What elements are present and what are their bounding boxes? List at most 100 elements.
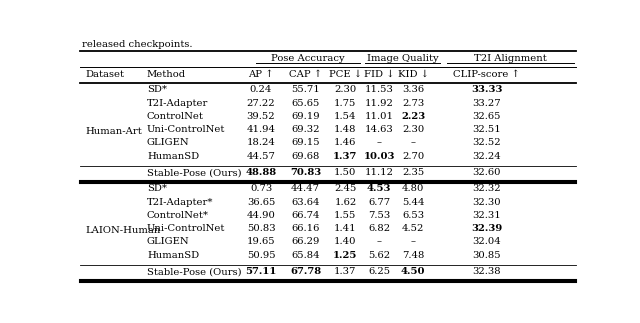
Text: 41.94: 41.94	[246, 125, 276, 134]
Text: Stable-Pose (Ours): Stable-Pose (Ours)	[147, 168, 241, 177]
Text: Human-Art: Human-Art	[85, 127, 141, 136]
Text: 3.36: 3.36	[403, 85, 424, 94]
Text: ControlNet: ControlNet	[147, 112, 204, 121]
Text: 4.53: 4.53	[367, 184, 391, 193]
Text: –: –	[376, 237, 381, 246]
Text: Stable-Pose (Ours): Stable-Pose (Ours)	[147, 267, 241, 276]
Text: 33.27: 33.27	[472, 99, 501, 108]
Text: CAP ↑: CAP ↑	[289, 70, 323, 79]
Text: FID ↓: FID ↓	[364, 70, 394, 79]
Text: 2.30: 2.30	[334, 85, 356, 94]
Text: KID ↓: KID ↓	[398, 70, 429, 79]
Text: 32.39: 32.39	[471, 224, 502, 233]
Text: Method: Method	[147, 70, 186, 79]
Text: 55.71: 55.71	[291, 85, 320, 94]
Text: 1.40: 1.40	[334, 237, 356, 246]
Text: 4.50: 4.50	[401, 267, 426, 276]
Text: 18.24: 18.24	[246, 139, 275, 148]
Text: 1.62: 1.62	[334, 198, 356, 206]
Text: 32.52: 32.52	[472, 139, 501, 148]
Text: 1.75: 1.75	[334, 99, 356, 108]
Text: HumanSD: HumanSD	[147, 152, 199, 161]
Text: 7.48: 7.48	[402, 251, 424, 260]
Text: 11.12: 11.12	[365, 168, 394, 177]
Text: 6.53: 6.53	[403, 211, 424, 220]
Text: Dataset: Dataset	[85, 70, 124, 79]
Text: 36.65: 36.65	[247, 198, 275, 206]
Text: 5.62: 5.62	[368, 251, 390, 260]
Text: –: –	[411, 139, 416, 148]
Text: 67.78: 67.78	[290, 267, 321, 276]
Text: 69.19: 69.19	[291, 112, 320, 121]
Text: 32.24: 32.24	[472, 152, 501, 161]
Text: T2I-Adapter*: T2I-Adapter*	[147, 198, 214, 206]
Text: SD*: SD*	[147, 184, 167, 193]
Text: 19.65: 19.65	[247, 237, 275, 246]
Text: 32.51: 32.51	[472, 125, 501, 134]
Text: 27.22: 27.22	[247, 99, 275, 108]
Text: 11.53: 11.53	[365, 85, 394, 94]
Text: T2I Alignment: T2I Alignment	[474, 54, 547, 63]
Text: PCE ↓: PCE ↓	[329, 70, 362, 79]
Text: 1.55: 1.55	[334, 211, 356, 220]
Text: 66.29: 66.29	[291, 237, 320, 246]
Text: 44.90: 44.90	[246, 211, 275, 220]
Text: 2.45: 2.45	[334, 184, 356, 193]
Text: 1.50: 1.50	[334, 168, 356, 177]
Text: 5.44: 5.44	[402, 198, 424, 206]
Text: 32.38: 32.38	[472, 267, 501, 276]
Text: HumanSD: HumanSD	[147, 251, 199, 260]
Text: 32.60: 32.60	[472, 168, 501, 177]
Text: 32.30: 32.30	[472, 198, 501, 206]
Text: 70.83: 70.83	[290, 168, 321, 177]
Text: 69.68: 69.68	[291, 152, 320, 161]
Text: 33.33: 33.33	[471, 85, 502, 94]
Text: 2.23: 2.23	[401, 112, 426, 121]
Text: 14.63: 14.63	[365, 125, 394, 134]
Text: 6.25: 6.25	[368, 267, 390, 276]
Text: ControlNet*: ControlNet*	[147, 211, 209, 220]
Text: 69.32: 69.32	[291, 125, 320, 134]
Text: 1.41: 1.41	[334, 224, 356, 233]
Text: LAION-Human: LAION-Human	[85, 226, 161, 235]
Text: 32.04: 32.04	[472, 237, 501, 246]
Text: 48.88: 48.88	[246, 168, 276, 177]
Text: 66.16: 66.16	[291, 224, 320, 233]
Text: 7.53: 7.53	[368, 211, 390, 220]
Text: 11.01: 11.01	[365, 112, 394, 121]
Text: –: –	[411, 237, 416, 246]
Text: 32.32: 32.32	[472, 184, 501, 193]
Text: 65.65: 65.65	[291, 99, 320, 108]
Text: 2.73: 2.73	[402, 99, 424, 108]
Text: 32.31: 32.31	[472, 211, 501, 220]
Text: released checkpoints.: released checkpoints.	[83, 40, 193, 49]
Text: Uni-ControlNet: Uni-ControlNet	[147, 125, 225, 134]
Text: 65.84: 65.84	[291, 251, 320, 260]
Text: 57.11: 57.11	[245, 267, 276, 276]
Text: 66.74: 66.74	[291, 211, 320, 220]
Text: 10.03: 10.03	[364, 152, 395, 161]
Text: 1.37: 1.37	[333, 152, 358, 161]
Text: 69.15: 69.15	[291, 139, 320, 148]
Text: 4.52: 4.52	[402, 224, 424, 233]
Text: GLIGEN: GLIGEN	[147, 237, 189, 246]
Text: Uni-ControlNet: Uni-ControlNet	[147, 224, 225, 233]
Text: 39.52: 39.52	[247, 112, 275, 121]
Text: 30.85: 30.85	[472, 251, 501, 260]
Text: Image Quality: Image Quality	[367, 54, 438, 63]
Text: 2.30: 2.30	[402, 125, 424, 134]
Text: 6.82: 6.82	[368, 224, 390, 233]
Text: 50.83: 50.83	[247, 224, 275, 233]
Text: AP ↑: AP ↑	[248, 70, 274, 79]
Text: 1.54: 1.54	[334, 112, 356, 121]
Text: 1.46: 1.46	[334, 139, 356, 148]
Text: 2.70: 2.70	[402, 152, 424, 161]
Text: 44.57: 44.57	[246, 152, 275, 161]
Text: 0.73: 0.73	[250, 184, 272, 193]
Text: 2.35: 2.35	[402, 168, 424, 177]
Text: CLIP-score ↑: CLIP-score ↑	[453, 70, 520, 79]
Text: T2I-Adapter: T2I-Adapter	[147, 99, 209, 108]
Text: 63.64: 63.64	[291, 198, 320, 206]
Text: 6.77: 6.77	[368, 198, 390, 206]
Text: GLIGEN: GLIGEN	[147, 139, 189, 148]
